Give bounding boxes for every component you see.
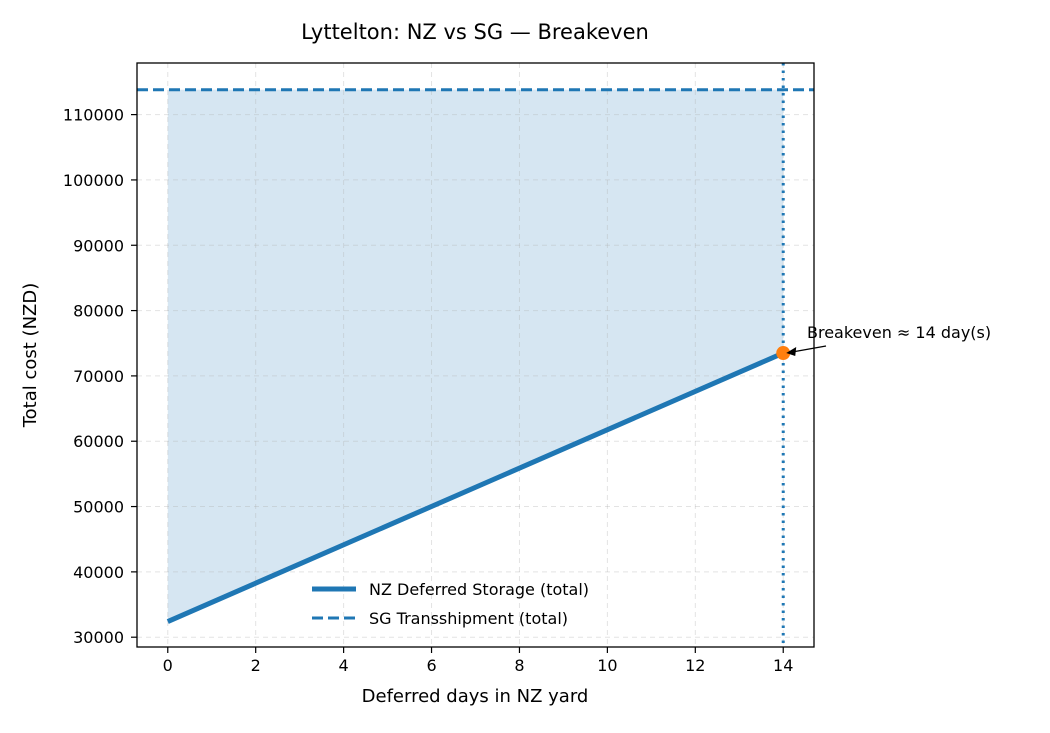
x-tick-label: 6 [426, 656, 436, 675]
y-tick-label: 100000 [63, 171, 124, 190]
annotation-arrow [792, 345, 827, 353]
y-tick-label: 110000 [63, 106, 124, 125]
x-tick-label: 12 [685, 656, 705, 675]
x-tick-label: 2 [251, 656, 261, 675]
y-tick-label: 80000 [73, 302, 124, 321]
legend-label-sg: SG Transshipment (total) [369, 609, 568, 628]
legend-label-nz: NZ Deferred Storage (total) [369, 580, 589, 599]
y-tick-label: 40000 [73, 563, 124, 582]
breakeven-annotation: Breakeven ≈ 14 day(s) [807, 323, 991, 342]
y-axis-label: Total cost (NZD) [20, 283, 41, 429]
y-tick-label: 30000 [73, 628, 124, 647]
plot-frame [136, 62, 815, 648]
x-axis-label: Deferred days in NZ yard [362, 686, 589, 707]
breakeven-marker [776, 346, 791, 361]
x-tick-label: 8 [514, 656, 524, 675]
x-tick-label: 14 [773, 656, 793, 675]
shaded-region [167, 89, 784, 622]
x-tick-label: 0 [163, 656, 173, 675]
nz-storage-line [166, 350, 785, 624]
y-tick-label: 60000 [73, 432, 124, 451]
x-tick-label: 4 [339, 656, 349, 675]
annotation-arrowhead [786, 347, 797, 357]
x-tick-label: 10 [597, 656, 617, 675]
y-tick-label: 50000 [73, 498, 124, 517]
chart-title: Lyttelton: NZ vs SG — Breakeven [301, 20, 649, 44]
y-tick-label: 70000 [73, 367, 124, 386]
y-tick-label: 90000 [73, 236, 124, 255]
